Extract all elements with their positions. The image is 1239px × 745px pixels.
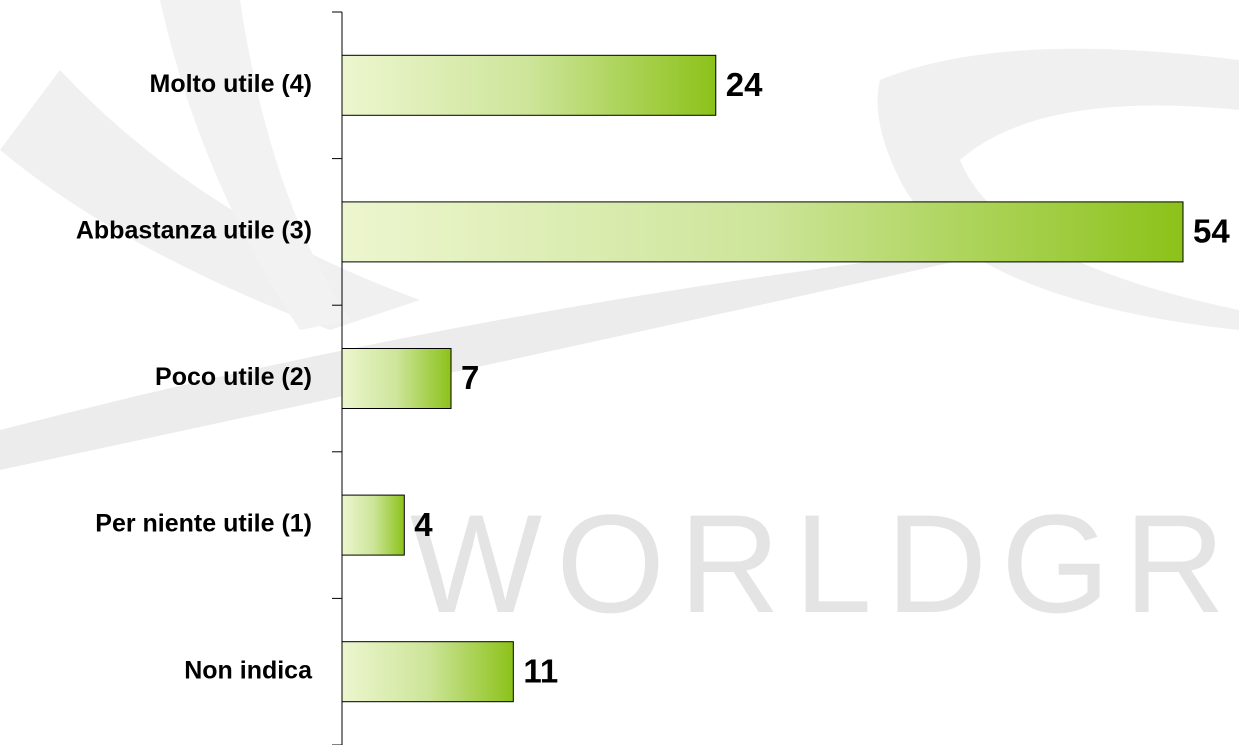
bar [341,201,1184,263]
category-label: Per niente utile (1) [95,510,312,538]
watermark-swoosh [160,0,350,330]
bar [341,641,514,703]
bar [341,54,717,116]
category-label: Abbastanza utile (3) [76,217,312,245]
watermark: WORLDGROU [0,0,1239,642]
category-label: Poco utile (2) [155,363,312,391]
bar [341,494,405,556]
category-label: Molto utile (4) [150,70,312,98]
value-label: 54 [1193,213,1230,250]
plot: Molto utile (4) 24 Abbastanza utile (3) 54 P… [76,11,1230,745]
watermark-text: WORLDGROU [410,485,1239,642]
watermark-swoosh [877,48,1239,330]
watermark-swoosh [0,240,1050,470]
value-label: 24 [726,66,763,103]
bar [341,348,452,409]
value-label: 7 [461,359,479,396]
value-label: 11 [523,652,558,689]
value-label: 4 [414,506,433,543]
category-label: Non indica [184,656,313,684]
